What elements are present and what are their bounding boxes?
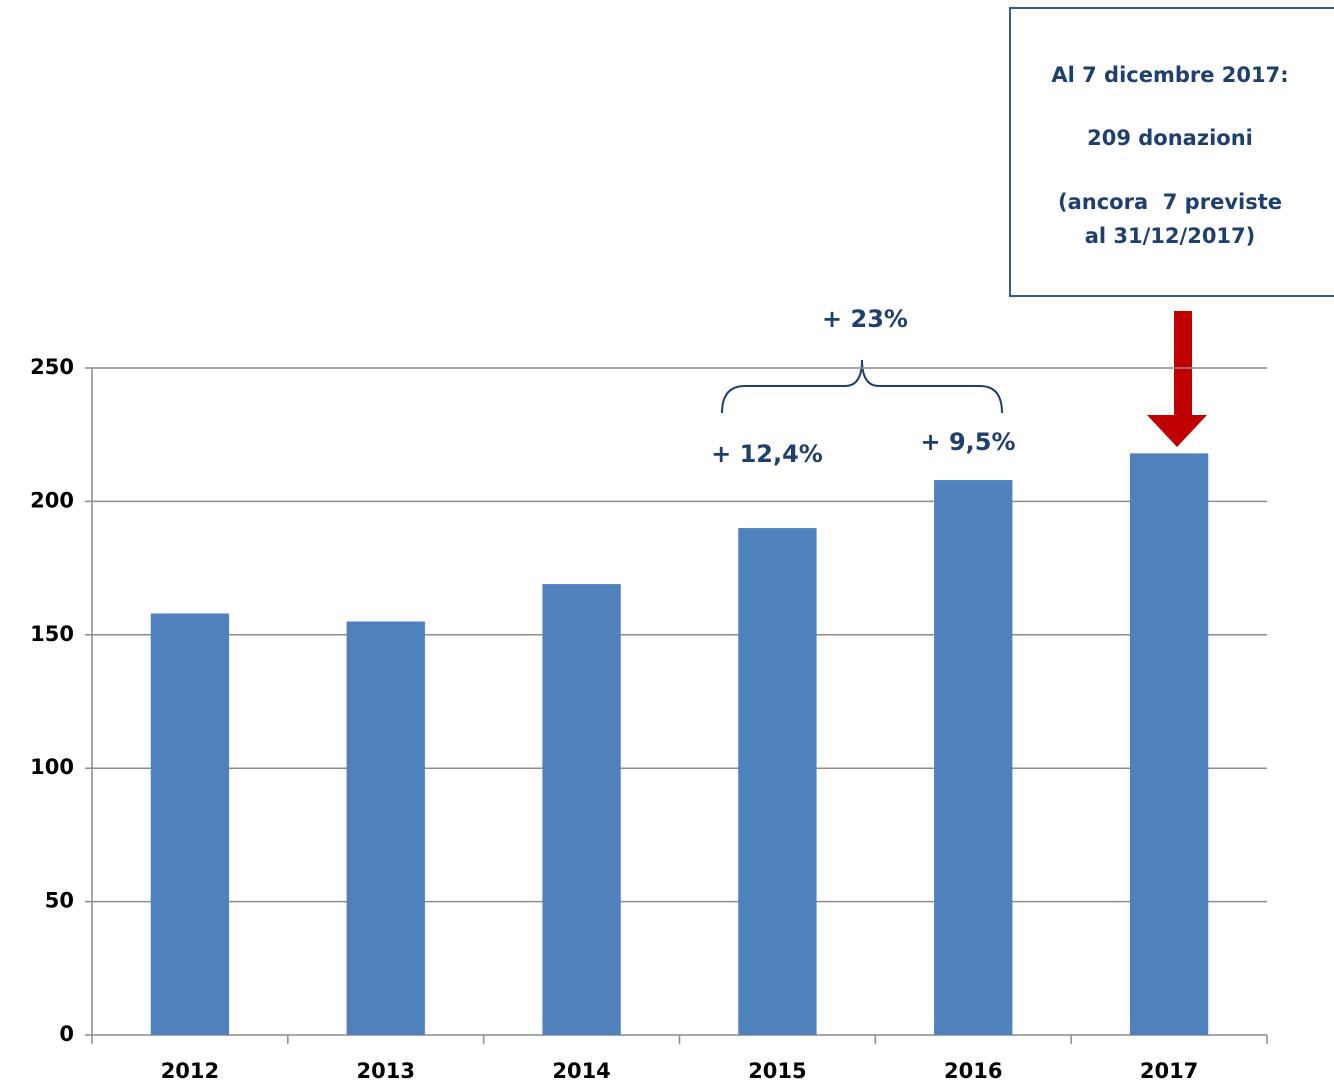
brace <box>721 359 1003 414</box>
y-tick-label: 200 <box>30 488 74 512</box>
y-tick-label: 150 <box>30 622 74 646</box>
bar <box>934 480 1013 1035</box>
note-line: Al 7 dicembre 2017: <box>1051 63 1288 87</box>
y-tick-label: 250 <box>30 355 74 379</box>
arrow <box>1147 311 1207 447</box>
bar <box>150 613 230 1035</box>
x-tick-label: 2013 <box>357 1059 415 1083</box>
y-tick-label: 50 <box>45 889 74 913</box>
x-tick-label: 2017 <box>1140 1059 1198 1083</box>
bar <box>738 528 817 1035</box>
bar <box>542 584 621 1035</box>
annotation: + 23% <box>822 305 908 333</box>
x-tick-label: 2014 <box>552 1059 610 1083</box>
note-box <box>1009 7 1334 297</box>
bar <box>1129 453 1209 1036</box>
x-tick-label: 2012 <box>161 1059 219 1083</box>
y-tick-label: 100 <box>30 755 74 779</box>
bar <box>346 621 425 1035</box>
x-tick-label: 2016 <box>944 1059 1002 1083</box>
y-tick-label: 0 <box>59 1022 74 1046</box>
note-line: al 31/12/2017) <box>1085 224 1256 248</box>
note-line: (ancora 7 previste <box>1058 190 1282 214</box>
annotation: + 9,5% <box>920 428 1015 456</box>
annotation: + 12,4% <box>711 440 823 468</box>
x-tick-label: 2015 <box>748 1059 806 1083</box>
note-line: 209 donazioni <box>1087 126 1253 150</box>
